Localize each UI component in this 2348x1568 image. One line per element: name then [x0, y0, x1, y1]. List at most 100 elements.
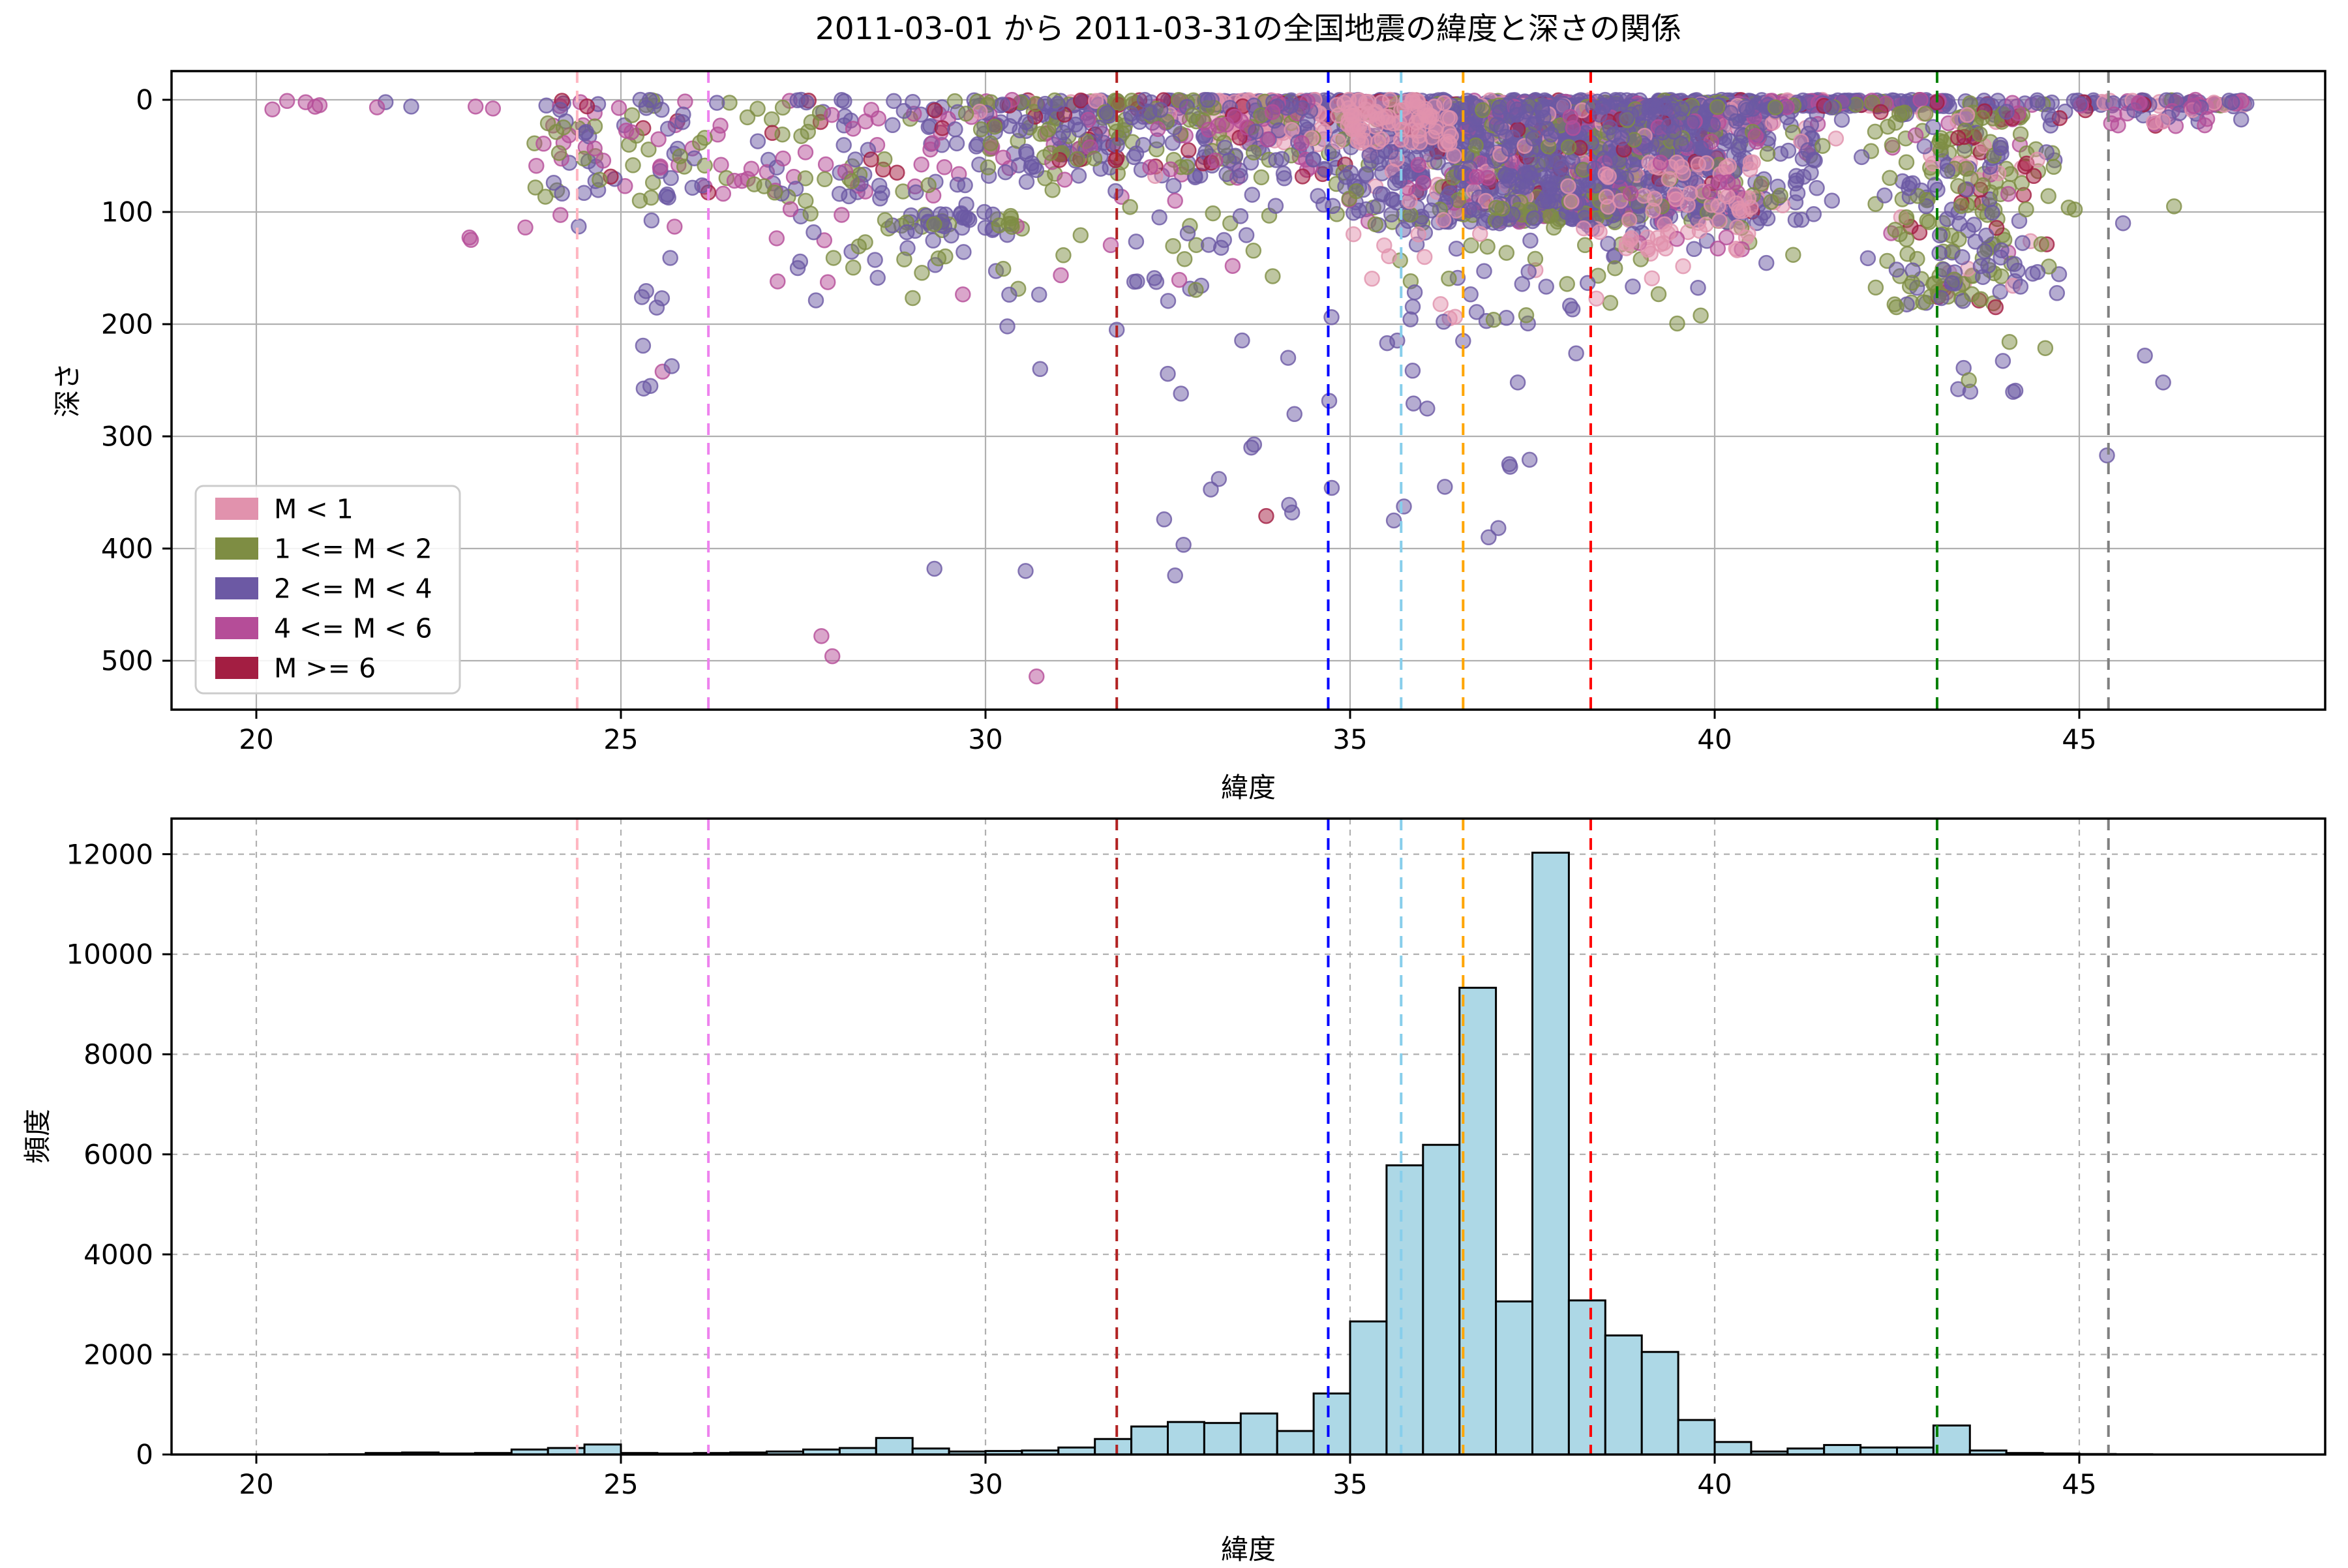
- quake-dot-blob-deep-fringe: [1469, 305, 1484, 319]
- tick-label-x-25: 25: [603, 723, 638, 755]
- quake-dot-west-japan: [1166, 136, 1180, 150]
- quake-dot-west-japan: [1277, 171, 1291, 185]
- quake-dot-outlier: [1437, 479, 1452, 494]
- quake-dot-hokkaido: [1899, 210, 1914, 224]
- quake-dot-tohoku-blob: [1549, 154, 1563, 168]
- quake-dot-kanto-deep-scatter: [1502, 457, 1516, 472]
- axes-spines: [172, 819, 2325, 1455]
- quake-dot-tohoku-blob: [1835, 113, 1849, 127]
- quake-dot-tohoku-blob: [1561, 179, 1575, 194]
- quake-dot-southwest: [959, 106, 973, 121]
- quake-dot-southwest: [578, 126, 592, 140]
- quake-dot-southwest: [877, 152, 892, 166]
- quake-dot-blob-deep-fringe: [1676, 259, 1691, 273]
- quake-dot-hokkaido: [1854, 150, 1869, 164]
- quake-dot-west-japan: [1051, 97, 1065, 111]
- quake-dot-west-japan: [1072, 168, 1086, 183]
- quake-dot-tohoku-blob: [1494, 121, 1508, 135]
- quake-dot-west-japan: [974, 122, 988, 136]
- quake-dot-izu-deep: [1235, 333, 1249, 348]
- quake-dot-far-south-shallow: [468, 99, 483, 113]
- quake-dot-west-japan: [1254, 170, 1269, 185]
- quake-dot-kanto-pink: [1350, 122, 1364, 136]
- quake-dot-far-north-shallow: [2187, 99, 2201, 113]
- quake-dot-scattered-mid: [1046, 183, 1060, 197]
- tick-label-y-0: 0: [136, 84, 153, 116]
- quake-dot-tohoku-blob: [1666, 125, 1681, 139]
- quake-dot-outlier: [1259, 509, 1273, 523]
- quake-dot-pink-mid-depth: [1712, 175, 1726, 189]
- quake-dot-tohoku-blob: [1475, 103, 1490, 117]
- quake-dot-scattered-mid: [922, 178, 936, 192]
- hist-bar-38: [1569, 1301, 1605, 1455]
- quake-dot-southwest: [727, 173, 742, 188]
- quake-dot-kyushu-line-110: [878, 213, 892, 227]
- quake-dot-blob-deep-fringe: [1576, 221, 1591, 235]
- quake-dot-scattered-mid: [868, 253, 882, 267]
- quake-dot-blob-deep-fringe: [1625, 279, 1640, 294]
- quake-dot-hokkaido: [1888, 222, 1903, 237]
- quake-dot-hokkaido: [1978, 244, 1992, 258]
- tick-label-x-30: 30: [968, 1468, 1002, 1500]
- quake-dot-tohoku-blob: [1563, 110, 1578, 124]
- quake-dot-izu-deep: [1161, 367, 1175, 381]
- quake-dot-okinawa-deep-trail: [665, 359, 679, 373]
- quake-dot-scattered-mid: [1265, 269, 1280, 284]
- quake-dot-tohoku-blob: [1496, 181, 1511, 195]
- quake-dot-hokkaido: [1973, 127, 1987, 142]
- quake-dot-west-japan: [1072, 123, 1086, 137]
- quake-dot-kanto-pink: [1429, 120, 1443, 134]
- quake-dot-hokkaido: [1985, 205, 2000, 220]
- quake-dot-blob-deep-fringe: [1407, 285, 1422, 299]
- quake-dot-hokkaido: [1908, 128, 1923, 142]
- quake-dot-scattered-mid: [783, 202, 798, 217]
- quake-dot-southwest: [927, 103, 942, 117]
- quake-dot-blob-deep-fringe: [1473, 227, 1487, 241]
- quake-dot-southwest: [937, 160, 952, 174]
- quake-dot-tohoku-blob: [1685, 115, 1699, 130]
- quake-dot-tohoku-blob: [1738, 100, 1753, 115]
- quake-dot-scattered-mid: [871, 271, 885, 285]
- quake-dot-southwest: [864, 153, 879, 167]
- tick-label-y-8000: 8000: [83, 1038, 153, 1070]
- quake-dot-hokkaido-deep: [1996, 354, 2010, 368]
- legend-swatch-pink: [215, 498, 258, 520]
- quake-dot-far-south-shallow: [404, 99, 419, 113]
- scatter-points-layer: [265, 93, 2254, 684]
- quake-dot-hokkaido: [2000, 104, 2014, 119]
- quake-dot-blob-deep-fringe: [1580, 276, 1595, 290]
- quake-dot-kyushu-line-110: [927, 217, 941, 232]
- quake-dot-scattered-mid: [956, 287, 970, 301]
- quake-dot-left-mid-depth: [571, 219, 586, 234]
- quake-dot-blob-deep-fringe: [1489, 201, 1503, 215]
- quake-dot-hokkaido: [1955, 250, 1970, 264]
- histogram-reference-lines: [577, 819, 2109, 1455]
- quake-dot-southwest: [652, 132, 666, 147]
- quake-dot-outlier: [2138, 348, 2152, 363]
- quake-dot-southwest: [914, 157, 929, 172]
- quake-dot-tohoku-blob: [1648, 106, 1663, 121]
- quake-dot-tohoku-blob: [1829, 131, 1843, 145]
- quake-dot-scattered-mid: [826, 251, 841, 265]
- quake-dot-west-japan: [1219, 117, 1233, 132]
- quake-dot-far-north-shallow: [2104, 116, 2118, 130]
- quake-dot-hokkaido: [1976, 270, 1990, 284]
- quake-dot-hokkaido: [1964, 287, 1979, 301]
- quake-dot-pink-mid-depth: [1641, 241, 1655, 255]
- quake-dot-southwest: [926, 136, 940, 150]
- quake-dot-pink-mid-depth: [1646, 204, 1661, 218]
- quake-dot-hokkaido: [1979, 228, 1993, 243]
- quake-dot-southwest: [619, 123, 633, 138]
- quake-dot-izu-deep: [1247, 438, 1261, 452]
- hist-bar-32: [1132, 1426, 1168, 1455]
- hist-bar-37: [1496, 1301, 1533, 1455]
- quake-dot-pink-mid-depth: [1593, 225, 1607, 239]
- quake-dot-kanto-deep-scatter: [1397, 500, 1411, 514]
- tick-label-x-35: 35: [1332, 723, 1367, 755]
- quake-dot-hokkaido: [2019, 202, 2034, 217]
- quake-dot-west-japan: [1295, 136, 1309, 151]
- quake-dot-outlier: [2156, 375, 2171, 389]
- quake-dot-pink-mid-depth: [1601, 200, 1616, 214]
- quake-dot-izu-deep: [1287, 407, 1302, 421]
- quake-dot-kanto-deep-scatter: [1406, 363, 1420, 378]
